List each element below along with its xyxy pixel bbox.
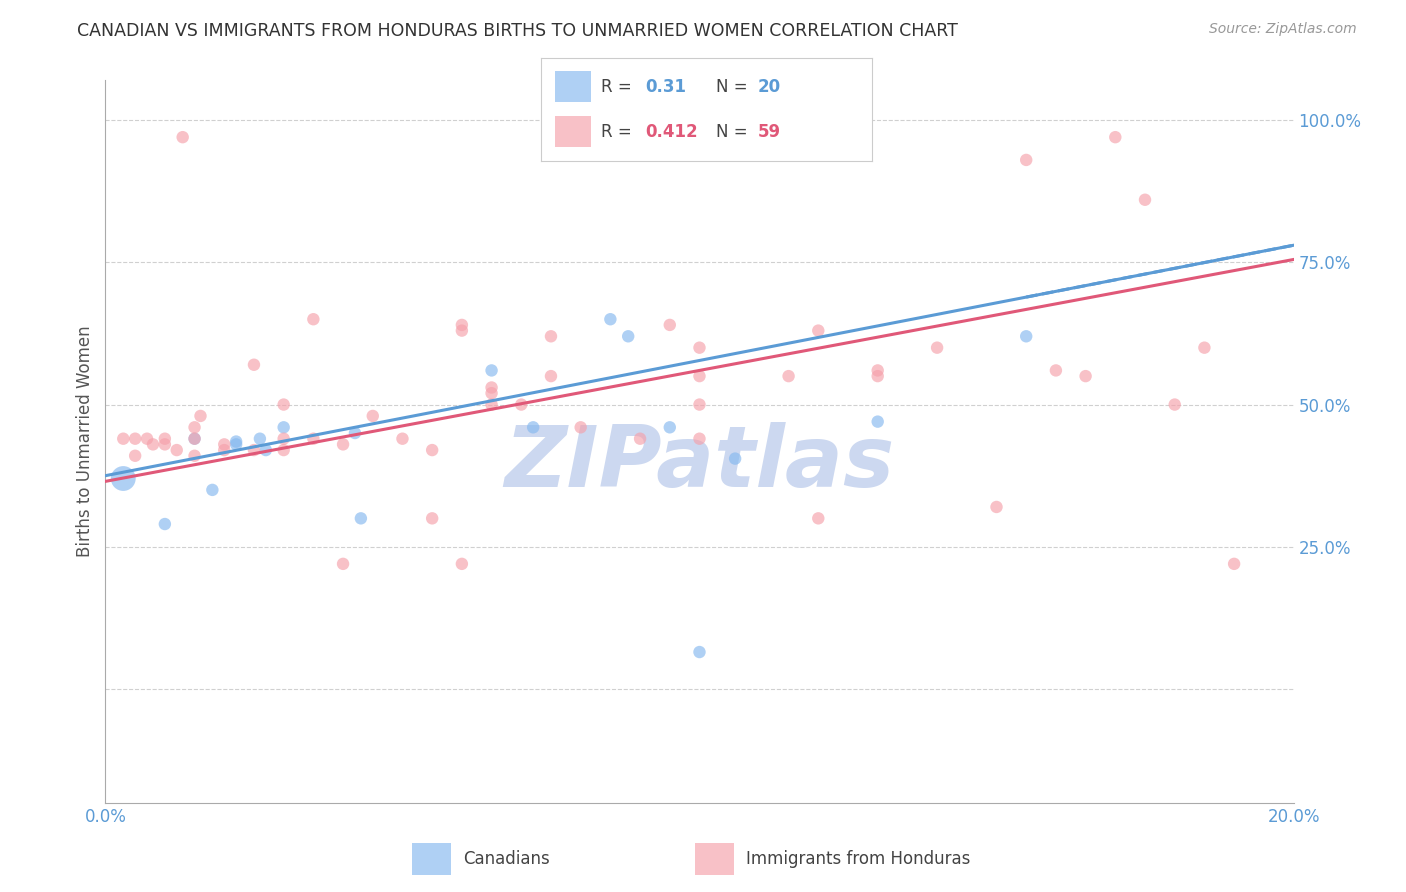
Point <box>1133 193 1156 207</box>
Point <box>628 432 651 446</box>
Point <box>599 312 621 326</box>
Point <box>225 437 247 451</box>
Text: Canadians: Canadians <box>463 849 550 868</box>
Point <box>142 437 165 451</box>
Point <box>1045 363 1067 377</box>
Bar <box>554 71 591 102</box>
Bar <box>695 843 734 875</box>
Point <box>481 398 503 412</box>
Point <box>540 369 562 384</box>
Point <box>450 557 472 571</box>
Point <box>183 420 205 434</box>
Point <box>302 432 325 446</box>
Point <box>273 398 295 412</box>
Point <box>866 369 889 384</box>
Point <box>343 425 366 440</box>
Text: R =: R = <box>600 78 637 95</box>
Point <box>332 437 354 451</box>
Point <box>166 443 188 458</box>
Text: N =: N = <box>717 78 754 95</box>
Point <box>214 443 236 458</box>
Point <box>350 511 373 525</box>
Text: Source: ZipAtlas.com: Source: ZipAtlas.com <box>1209 22 1357 37</box>
Point <box>225 434 247 449</box>
Text: 59: 59 <box>758 123 780 141</box>
Point <box>450 324 472 338</box>
Point <box>153 432 176 446</box>
Point <box>172 130 194 145</box>
Point <box>1164 398 1187 412</box>
Point <box>153 437 176 451</box>
Point <box>112 432 135 446</box>
Text: 20: 20 <box>758 78 780 95</box>
Point <box>112 471 135 485</box>
Point <box>569 420 592 434</box>
Point <box>1104 130 1126 145</box>
Point <box>302 312 325 326</box>
Point <box>183 432 205 446</box>
Point <box>190 409 212 423</box>
Point <box>254 443 277 458</box>
Text: ZIPatlas: ZIPatlas <box>505 422 894 505</box>
Point <box>481 380 503 394</box>
Point <box>540 329 562 343</box>
Text: N =: N = <box>717 123 754 141</box>
Point <box>332 557 354 571</box>
Point <box>866 415 889 429</box>
Point <box>658 318 681 332</box>
Point <box>391 432 413 446</box>
Point <box>778 369 800 384</box>
Point <box>986 500 1008 514</box>
Point <box>807 511 830 525</box>
Point <box>481 386 503 401</box>
Point <box>927 341 949 355</box>
Point <box>689 398 711 412</box>
Point <box>689 369 711 384</box>
Point <box>243 443 266 458</box>
Point <box>481 363 503 377</box>
Point <box>689 341 711 355</box>
Point <box>1015 329 1038 343</box>
Point <box>1015 153 1038 167</box>
Bar <box>554 117 591 147</box>
Point <box>1223 557 1246 571</box>
Text: CANADIAN VS IMMIGRANTS FROM HONDURAS BIRTHS TO UNMARRIED WOMEN CORRELATION CHART: CANADIAN VS IMMIGRANTS FROM HONDURAS BIR… <box>77 22 959 40</box>
Point <box>201 483 224 497</box>
Point <box>866 363 889 377</box>
Point <box>249 432 271 446</box>
Point <box>273 443 295 458</box>
Point <box>183 449 205 463</box>
Point <box>243 358 266 372</box>
Point <box>124 449 146 463</box>
Point <box>617 329 640 343</box>
Point <box>450 318 472 332</box>
Point <box>273 432 295 446</box>
Point <box>1194 341 1216 355</box>
Point <box>183 432 205 446</box>
Point <box>1074 369 1097 384</box>
Point <box>420 443 443 458</box>
Point <box>420 511 443 525</box>
Text: Immigrants from Honduras: Immigrants from Honduras <box>747 849 970 868</box>
Point <box>689 645 711 659</box>
Point <box>214 437 236 451</box>
Y-axis label: Births to Unmarried Women: Births to Unmarried Women <box>76 326 94 558</box>
Point <box>124 432 146 446</box>
Point <box>273 420 295 434</box>
Point <box>153 516 176 531</box>
Point <box>689 432 711 446</box>
Point <box>658 420 681 434</box>
Point <box>136 432 159 446</box>
Point <box>361 409 384 423</box>
Text: 0.31: 0.31 <box>645 78 686 95</box>
Point <box>724 451 747 466</box>
Point <box>510 398 533 412</box>
Point <box>522 420 544 434</box>
Text: 0.412: 0.412 <box>645 123 697 141</box>
Text: R =: R = <box>600 123 637 141</box>
Bar <box>412 843 451 875</box>
Point <box>807 324 830 338</box>
